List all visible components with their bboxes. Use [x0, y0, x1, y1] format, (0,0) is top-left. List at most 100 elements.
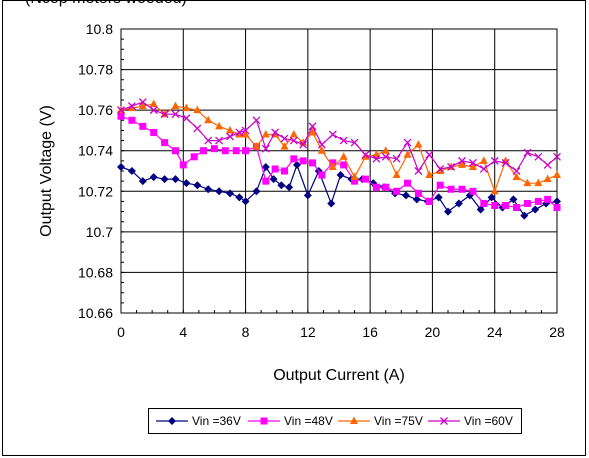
data-point [403, 138, 412, 147]
data-point [425, 197, 433, 205]
data-point [513, 204, 521, 212]
chart-top-note: (Ncop meters wooded) [25, 0, 187, 8]
data-point [117, 112, 125, 120]
data-point [303, 191, 312, 200]
data-point [160, 175, 169, 184]
data-point [171, 110, 180, 119]
data-point [215, 121, 224, 130]
data-point [436, 166, 445, 174]
data-point [372, 154, 381, 163]
data-point [289, 136, 298, 145]
data-point [412, 195, 421, 204]
legend-marker [440, 417, 448, 425]
data-point [160, 110, 169, 119]
data-point [491, 201, 499, 209]
data-point [318, 171, 326, 179]
data-point [469, 187, 477, 195]
data-point [117, 106, 125, 115]
data-point [458, 156, 466, 165]
data-point [487, 193, 496, 202]
data-point [490, 186, 499, 195]
data-point [404, 179, 412, 187]
data-point [190, 153, 198, 161]
data-point [468, 158, 477, 167]
y-tick-label: 10.68 [78, 264, 113, 280]
chart-series [117, 98, 561, 220]
data-point [262, 177, 270, 185]
data-point [171, 101, 180, 110]
data-point [299, 140, 308, 149]
data-point [458, 160, 467, 168]
data-point [340, 161, 348, 169]
data-point [241, 126, 250, 135]
data-point [512, 172, 521, 181]
x-tick-label: 0 [117, 324, 125, 340]
data-point [447, 185, 455, 193]
data-point [534, 197, 542, 205]
data-point [436, 165, 445, 173]
data-point [215, 187, 224, 196]
data-point [509, 195, 518, 204]
data-point [339, 152, 348, 160]
data-point [317, 146, 326, 154]
data-point [543, 174, 552, 183]
data-point [261, 144, 270, 153]
data-point [523, 178, 532, 187]
data-point [232, 147, 240, 155]
legend-marker [260, 417, 268, 425]
data-point [425, 150, 434, 159]
data-point [361, 175, 369, 183]
data-point [241, 129, 250, 138]
y-tick-label: 10.66 [78, 305, 113, 321]
data-point [138, 101, 147, 110]
y-tick-label: 10.78 [78, 62, 113, 78]
data-point [215, 136, 224, 145]
data-point [317, 140, 326, 149]
data-point [444, 207, 452, 216]
data-point [339, 136, 348, 145]
data-point [480, 199, 488, 207]
data-point [200, 147, 208, 155]
data-point [531, 205, 540, 214]
data-point [277, 181, 286, 190]
data-point [235, 193, 244, 202]
data-point [553, 170, 561, 179]
data-point [161, 139, 169, 147]
axis-ticks: 10.66 10.68 10.7 10.72 10.74 10.76 10.78 10.8 0 4… [78, 21, 565, 340]
data-point [139, 122, 147, 130]
y-tick-label: 10.7 [86, 224, 113, 240]
data-point [150, 128, 158, 136]
data-point [281, 167, 288, 175]
data-point [292, 160, 301, 169]
x-tick-label: 4 [179, 324, 187, 340]
data-point [138, 177, 147, 186]
data-point [204, 185, 213, 194]
data-point [523, 199, 531, 207]
data-point [127, 102, 136, 111]
data-point [241, 197, 250, 206]
data-point [392, 154, 401, 163]
legend-item: Vin =75V [337, 409, 423, 433]
data-point [271, 165, 279, 173]
data-point [285, 183, 294, 192]
data-point [308, 122, 317, 131]
x-tick-label: 16 [362, 324, 378, 340]
data-point [328, 162, 337, 170]
data-point [382, 183, 390, 191]
data-point [235, 128, 244, 137]
data-point [553, 204, 561, 212]
data-point [468, 162, 477, 170]
data-point [171, 175, 180, 184]
legend-swatch [428, 417, 460, 425]
x-axis-title: Output Current (A) [273, 367, 405, 384]
data-point [289, 129, 298, 138]
data-point [193, 105, 202, 114]
legend-item: Vin =48V [247, 409, 333, 433]
data-point [372, 150, 381, 158]
data-point [436, 181, 444, 189]
data-point [117, 162, 125, 171]
data-point [261, 162, 270, 171]
legend-swatch [156, 417, 188, 425]
data-point [193, 124, 202, 133]
data-point [127, 103, 136, 112]
